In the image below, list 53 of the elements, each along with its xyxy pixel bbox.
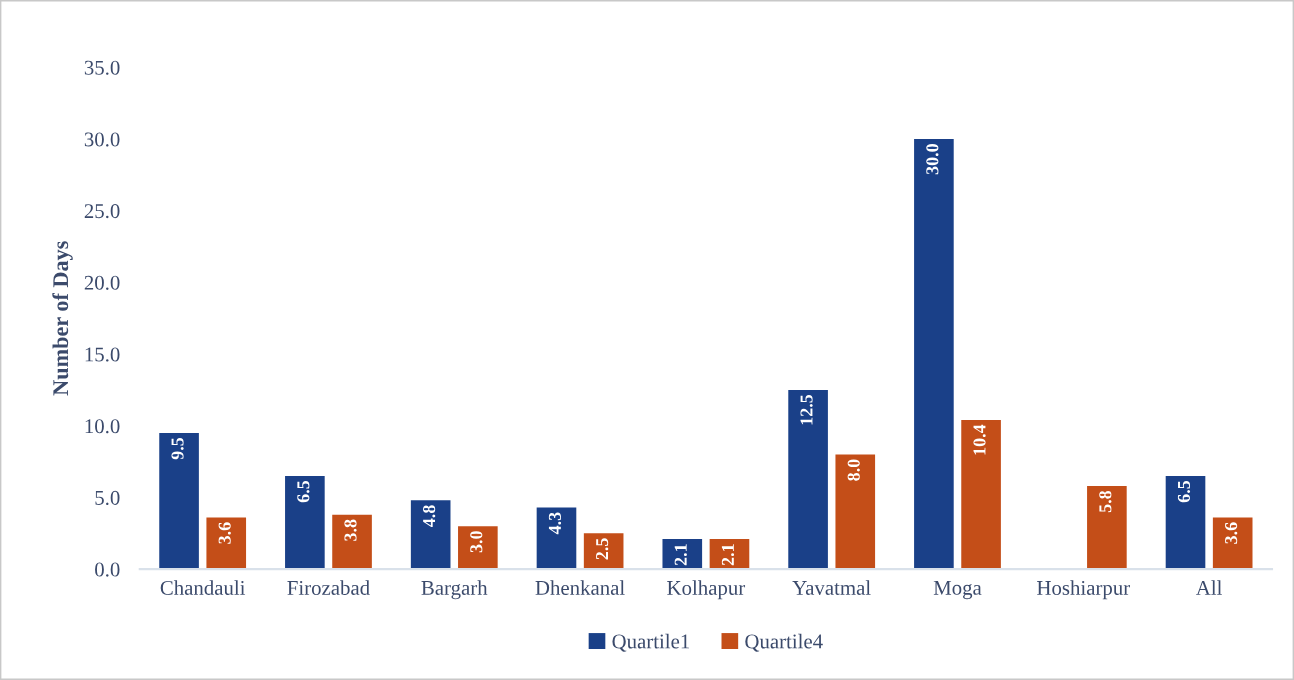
legend-label: Quartile1 [612,633,689,652]
bar [332,514,372,570]
bar [1212,517,1253,570]
x-tick-label: Chandauli [160,580,246,595]
y-tick-label: 10.0 [85,419,120,434]
data-label: 6.5 [1177,480,1191,503]
x-tick-label: Firozabad [287,580,370,595]
legend-label: Quartile4 [745,633,823,652]
x-tick-label: Bargarh [421,580,488,600]
data-label: 10.4 [973,424,986,455]
y-axis-title: Number of Days [52,241,73,396]
y-tick-label: 35.0 [84,60,120,75]
bar [961,420,1001,570]
x-tick-label: Dhenkanal [535,580,625,595]
bar [1087,486,1127,570]
y-tick-label: 0.0 [95,562,120,577]
bar [159,432,199,570]
bar [914,139,954,570]
data-label: 8.0 [847,459,860,481]
data-label: 3.8 [344,519,357,541]
data-label: 6.5 [297,480,310,503]
bar [788,389,828,570]
x-tick-label: Moga [933,581,982,600]
x-tick-label: Kolhapur [667,580,746,600]
data-label: 3.6 [218,522,231,544]
bar [536,507,577,570]
x-tick-label: All [1195,580,1222,595]
data-label: 3.6 [1225,522,1238,544]
y-tick-label: 30.0 [84,132,120,147]
data-label: 4.3 [548,512,562,535]
data-label: 4.8 [423,505,436,527]
bar [206,517,247,570]
bar [410,500,451,570]
bar [285,475,325,570]
y-tick-label: 20.0 [84,275,120,290]
y-tick-label: 5.0 [95,490,120,505]
data-label: 2.1 [721,544,735,566]
bar [835,454,876,570]
bar [583,533,624,570]
x-tick-label: Yavatmal [792,580,871,595]
y-tick-label: 25.0 [84,204,120,219]
data-label: 2.5 [596,538,609,560]
bar [1165,475,1206,570]
data-label: 30.0 [926,144,939,175]
data-label: 3.0 [470,531,483,553]
data-label: 2.1 [674,544,687,566]
bar [458,526,498,570]
bar [662,539,703,570]
data-label: 12.5 [800,394,813,425]
x-tick-label: Hoshiarpur [1037,580,1130,600]
data-label: 5.8 [1099,490,1112,513]
y-tick-label: 15.0 [85,347,120,362]
data-label: 9.5 [171,437,184,460]
